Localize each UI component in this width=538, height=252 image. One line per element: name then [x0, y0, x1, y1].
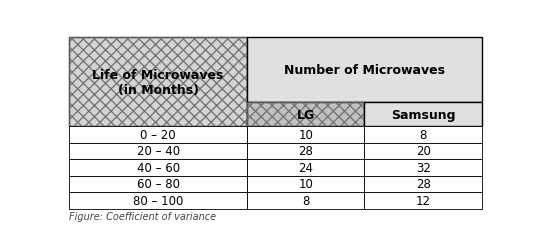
Text: 12: 12: [416, 194, 431, 207]
Bar: [69, 38, 247, 127]
Bar: [69, 192, 247, 209]
Bar: [247, 176, 364, 192]
Text: 60 – 80: 60 – 80: [137, 178, 180, 191]
Text: Number of Microwaves: Number of Microwaves: [284, 64, 445, 77]
Bar: [247, 38, 482, 103]
Text: 32: 32: [416, 161, 431, 174]
Bar: [247, 103, 364, 127]
Text: 28: 28: [416, 178, 431, 191]
Bar: [364, 160, 482, 176]
Bar: [69, 127, 247, 143]
Text: Figure: Coefficient of variance: Figure: Coefficient of variance: [69, 211, 216, 221]
Text: LG: LG: [296, 108, 315, 121]
Bar: [247, 192, 364, 209]
Text: Life of Microwaves
(in Months): Life of Microwaves (in Months): [93, 69, 224, 96]
Bar: [364, 143, 482, 160]
Bar: [364, 192, 482, 209]
Text: 28: 28: [298, 145, 313, 158]
Bar: [364, 127, 482, 143]
Text: 0 – 20: 0 – 20: [140, 129, 176, 141]
Text: 80 – 100: 80 – 100: [133, 194, 183, 207]
Text: 10: 10: [298, 178, 313, 191]
Bar: [247, 160, 364, 176]
Text: Samsung: Samsung: [391, 108, 456, 121]
Bar: [69, 38, 247, 127]
Text: 8: 8: [302, 194, 309, 207]
Text: 8: 8: [420, 129, 427, 141]
Text: 24: 24: [298, 161, 313, 174]
Bar: [247, 143, 364, 160]
Text: 20: 20: [416, 145, 431, 158]
Text: 20 – 40: 20 – 40: [137, 145, 180, 158]
Bar: [69, 160, 247, 176]
Text: 40 – 60: 40 – 60: [137, 161, 180, 174]
Bar: [247, 103, 364, 127]
Bar: [69, 176, 247, 192]
Bar: [364, 103, 482, 127]
Bar: [247, 127, 364, 143]
Bar: [69, 143, 247, 160]
Text: 10: 10: [298, 129, 313, 141]
Bar: [364, 176, 482, 192]
